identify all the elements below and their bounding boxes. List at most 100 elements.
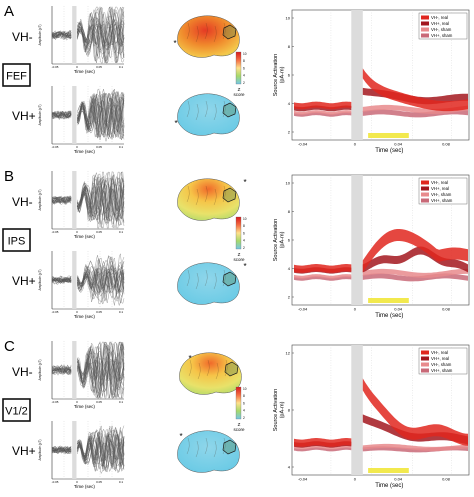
butterfly-xlabel: Time (sec)	[74, 234, 96, 239]
colorbar-tick: 4	[243, 74, 245, 78]
butterfly-xtick: -0.05	[52, 145, 59, 149]
butterfly-xtick: 0.1	[119, 230, 124, 234]
source-ytick: 12	[286, 351, 291, 356]
butterfly-trace	[51, 434, 125, 463]
legend-swatch	[421, 186, 429, 191]
source-ytick: 2	[288, 295, 291, 300]
colorbar-label: Z	[238, 422, 241, 427]
colorbar-tick: 6	[243, 66, 245, 70]
brain-surface	[177, 430, 240, 473]
roi-outline	[222, 439, 237, 455]
colorbar	[235, 386, 242, 420]
source-series-band	[362, 443, 468, 451]
coil-marker: *	[243, 262, 246, 271]
butterfly-ylabel: Amplitude (pT)	[38, 270, 42, 291]
source-xtick: 0.08	[442, 142, 451, 147]
butterfly-xtick: -0.05	[52, 400, 59, 404]
colorbar	[235, 216, 242, 250]
brain-sulcus	[204, 437, 208, 455]
brain-surface	[179, 352, 242, 395]
brain-sulcus	[213, 103, 217, 121]
butterfly-xtick: -0.05	[52, 65, 59, 69]
stim-artifact-band	[72, 171, 77, 229]
colorbar-tick: 10	[243, 387, 247, 391]
source-xtick: 0.04	[394, 307, 403, 312]
brain-sulcus	[222, 269, 226, 287]
butterfly-trace	[51, 94, 125, 138]
brain-sulcus	[195, 272, 199, 290]
stim-artifact-band	[72, 341, 77, 399]
source-series-band	[294, 438, 352, 447]
stim-artifact-band	[351, 175, 363, 305]
source-xlabel: Time (sec)	[375, 313, 403, 319]
brain-sulcus	[186, 269, 190, 287]
butterfly-trace	[51, 179, 125, 221]
legend-swatch	[421, 27, 429, 32]
region-box	[2, 228, 31, 252]
roi-outline	[224, 361, 239, 377]
analysis-window	[368, 133, 409, 138]
source-ylabel: (pA-m)	[280, 401, 286, 418]
brain-sulcus	[213, 188, 217, 206]
butterfly-xlabel: Time (sec)	[74, 149, 96, 154]
brain-surface	[177, 15, 240, 58]
source-ytick: 4	[288, 101, 291, 106]
source-ytick: 4	[288, 266, 291, 271]
source-xtick: 0.04	[394, 142, 403, 147]
legend-entry: VH+, sham	[431, 368, 453, 373]
stim-artifact-band	[72, 421, 77, 479]
butterfly-trace	[51, 341, 125, 399]
colorbar-label: score	[233, 427, 245, 432]
region-label: FEF	[6, 71, 27, 83]
source-xlabel: Time (sec)	[375, 148, 403, 154]
colorbar-label: Z	[238, 252, 241, 257]
butterfly-xlabel: Time (sec)	[74, 314, 96, 319]
legend-entry: VH-, real	[431, 15, 448, 20]
source-ylabel: Source Activation	[273, 54, 279, 97]
brain-sulcus	[195, 440, 199, 458]
stim-artifact-band	[72, 251, 77, 309]
butterfly-xtick: 0.05	[96, 310, 102, 314]
butterfly-ylabel: Amplitude (pT)	[38, 360, 42, 381]
roi-outline	[222, 102, 237, 118]
source-ytick: 10	[286, 16, 291, 21]
butterfly-xtick: 0.1	[119, 310, 124, 314]
butterfly-xlabel: Time (sec)	[74, 69, 96, 74]
butterfly-xtick: 0.1	[119, 145, 124, 149]
source-series-band	[362, 68, 468, 112]
brain-sulcus	[204, 100, 208, 118]
source-xtick: 0.04	[394, 477, 403, 482]
brain-sulcus	[222, 437, 226, 455]
brain-surface	[177, 262, 240, 305]
brain-sulcus	[186, 185, 190, 203]
coil-marker: *	[179, 432, 182, 441]
source-ytick: 10	[286, 181, 291, 186]
butterfly-xlabel: Time (sec)	[74, 404, 96, 409]
legend-entry: VH-, sham	[431, 362, 452, 367]
colorbar	[235, 51, 242, 85]
butterfly-trace	[51, 173, 125, 227]
source-series-band	[362, 229, 468, 273]
legend-swatch	[421, 362, 429, 367]
source-xtick: 0	[354, 307, 357, 312]
butterfly-xtick: -0.05	[52, 230, 59, 234]
legend-entry: VH-, sham	[431, 27, 452, 32]
colorbar-tick: 2	[243, 81, 245, 85]
butterfly-xtick: 0.05	[96, 480, 102, 484]
butterfly-xtick: 0	[76, 400, 78, 404]
source-series-band	[294, 101, 352, 110]
brain-sulcus	[204, 22, 208, 40]
source-series-band	[362, 378, 468, 446]
butterfly-xtick: 0	[76, 310, 78, 314]
brain-surface	[177, 178, 240, 221]
brain-sulcus	[224, 359, 228, 377]
region-box	[2, 398, 31, 422]
colorbar-tick: 4	[243, 239, 245, 243]
coil-marker: *	[188, 354, 191, 363]
source-ytick: 8	[288, 44, 291, 49]
colorbar-label: score	[233, 92, 245, 97]
butterfly-trace	[51, 17, 125, 55]
source-series-band	[294, 110, 352, 115]
butterfly-xlabel: Time (sec)	[74, 484, 96, 489]
